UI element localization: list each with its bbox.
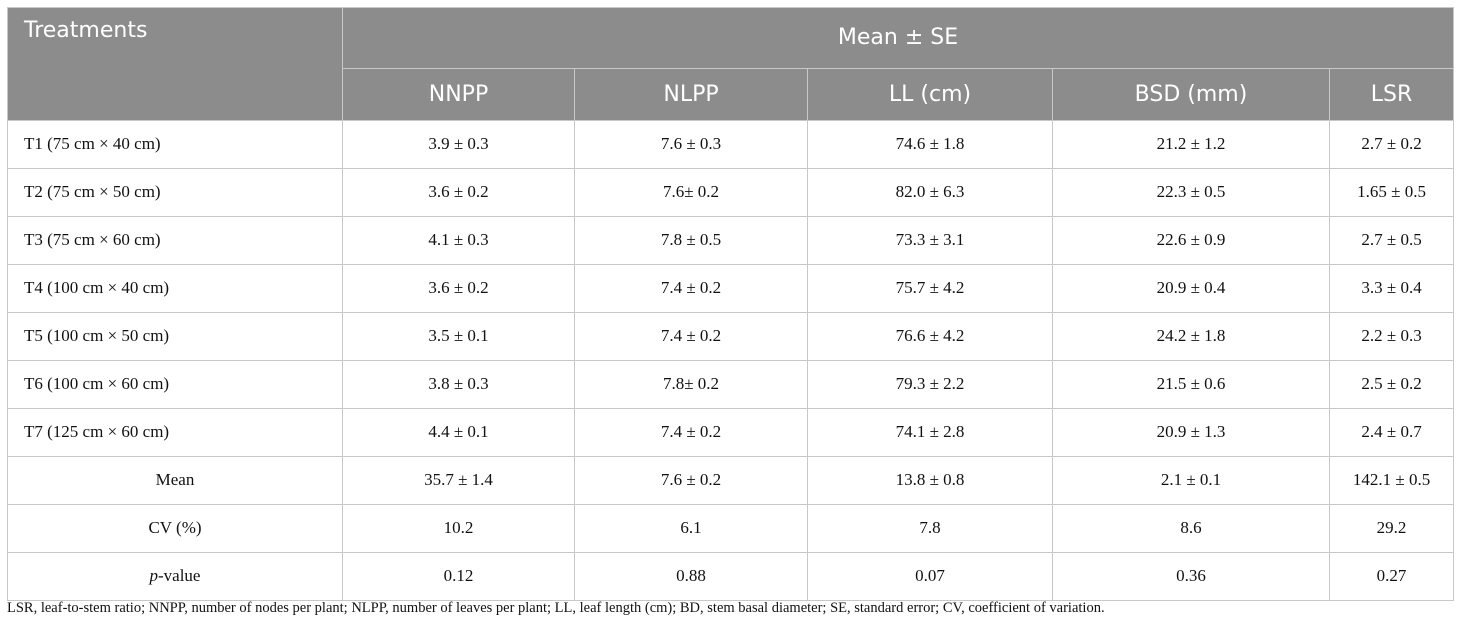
cell-value: 0.36 [1052, 551, 1330, 601]
cell-value: 4.4 ± 0.1 [342, 407, 575, 457]
header-mean-se: Mean ± SE [341, 7, 1455, 69]
cell-value: 7.8± 0.2 [574, 359, 808, 409]
row-label: T3 (75 cm × 60 cm) [7, 215, 343, 265]
table-row: T1 (75 cm × 40 cm) 3.9 ± 0.3 7.6 ± 0.3 7… [7, 119, 1455, 169]
cell-value: 3.5 ± 0.1 [342, 311, 575, 361]
cell-value: 8.6 [1052, 503, 1330, 553]
cell-value: 13.8 ± 0.8 [807, 455, 1053, 505]
header-col-bsd: BSD (mm) [1052, 67, 1330, 121]
cell-value: 73.3 ± 3.1 [807, 215, 1053, 265]
cell-value: 29.2 [1328, 503, 1455, 553]
cell-value: 2.1 ± 0.1 [1052, 455, 1330, 505]
cell-value: 7.6 ± 0.3 [574, 119, 808, 169]
results-table: Treatments Mean ± SE NNPP NLPP LL (cm) B… [7, 7, 1455, 601]
cell-value: 6.1 [574, 503, 808, 553]
table-row: T3 (75 cm × 60 cm) 4.1 ± 0.3 7.8 ± 0.5 7… [7, 215, 1455, 265]
cell-value: 35.7 ± 1.4 [342, 455, 575, 505]
table-row: T4 (100 cm × 40 cm) 3.6 ± 0.2 7.4 ± 0.2 … [7, 263, 1455, 313]
cell-value: 74.6 ± 1.8 [807, 119, 1053, 169]
cell-value: 7.4 ± 0.2 [574, 311, 808, 361]
cell-value: 3.9 ± 0.3 [342, 119, 575, 169]
cell-value: 7.4 ± 0.2 [574, 407, 808, 457]
row-label: T4 (100 cm × 40 cm) [7, 263, 343, 313]
cell-value: 7.8 ± 0.5 [574, 215, 808, 265]
cell-value: 24.2 ± 1.8 [1052, 311, 1330, 361]
cell-value: 0.07 [807, 551, 1053, 601]
cell-value: 7.4 ± 0.2 [574, 263, 808, 313]
summary-row-cv: CV (%) 10.2 6.1 7.8 8.6 29.2 [7, 503, 1455, 553]
cell-value: 7.6 ± 0.2 [574, 455, 808, 505]
table-row: T7 (125 cm × 60 cm) 4.4 ± 0.1 7.4 ± 0.2 … [7, 407, 1455, 457]
results-table-container: Treatments Mean ± SE NNPP NLPP LL (cm) B… [7, 7, 1455, 601]
cell-value: 4.1 ± 0.3 [342, 215, 575, 265]
row-label: T2 (75 cm × 50 cm) [7, 167, 343, 217]
cell-value: 0.88 [574, 551, 808, 601]
cell-value: 20.9 ± 0.4 [1052, 263, 1330, 313]
table-row: T6 (100 cm × 60 cm) 3.8 ± 0.3 7.8± 0.2 7… [7, 359, 1455, 409]
cell-value: 2.2 ± 0.3 [1328, 311, 1455, 361]
cell-value: 3.8 ± 0.3 [342, 359, 575, 409]
cell-value: 142.1 ± 0.5 [1328, 455, 1455, 505]
row-label: T1 (75 cm × 40 cm) [7, 119, 343, 169]
table-row: T5 (100 cm × 50 cm) 3.5 ± 0.1 7.4 ± 0.2 … [7, 311, 1455, 361]
cell-value: 21.5 ± 0.6 [1052, 359, 1330, 409]
table-footnote: LSR, leaf-to-stem ratio; NNPP, number of… [7, 600, 1105, 616]
cell-value: 3.6 ± 0.2 [342, 263, 575, 313]
cell-value: 10.2 [342, 503, 575, 553]
cell-value: 7.8 [807, 503, 1053, 553]
header-col-nlpp: NLPP [574, 67, 808, 121]
pvalue-label-rest: -value [158, 566, 201, 585]
cell-value: 74.1 ± 2.8 [807, 407, 1053, 457]
row-label: Mean [7, 455, 343, 505]
cell-value: 76.6 ± 4.2 [807, 311, 1053, 361]
row-label: CV (%) [7, 503, 343, 553]
cell-value: 20.9 ± 1.3 [1052, 407, 1330, 457]
cell-value: 2.7 ± 0.2 [1328, 119, 1455, 169]
row-label: T5 (100 cm × 50 cm) [7, 311, 343, 361]
cell-value: 21.2 ± 1.2 [1052, 119, 1330, 169]
cell-value: 3.3 ± 0.4 [1328, 263, 1455, 313]
header-mean-se-label: Mean ± SE [837, 25, 959, 51]
cell-value: 82.0 ± 6.3 [807, 167, 1053, 217]
header-col-lsr: LSR [1328, 67, 1455, 121]
cell-value: 2.4 ± 0.7 [1328, 407, 1455, 457]
cell-value: 3.6 ± 0.2 [342, 167, 575, 217]
summary-row-pvalue: p-value 0.12 0.88 0.07 0.36 0.27 [7, 551, 1455, 601]
cell-value: 75.7 ± 4.2 [807, 263, 1053, 313]
cell-value: 79.3 ± 2.2 [807, 359, 1053, 409]
header-blank [7, 68, 343, 121]
cell-value: 22.3 ± 0.5 [1052, 167, 1330, 217]
cell-value: 2.5 ± 0.2 [1328, 359, 1455, 409]
cell-value: 0.12 [342, 551, 575, 601]
header-col-ll: LL (cm) [807, 67, 1053, 121]
pvalue-label-italic: p [149, 566, 159, 585]
table-row: T2 (75 cm × 50 cm) 3.6 ± 0.2 7.6± 0.2 82… [7, 167, 1455, 217]
row-label: T6 (100 cm × 60 cm) [7, 359, 343, 409]
summary-row-mean: Mean 35.7 ± 1.4 7.6 ± 0.2 13.8 ± 0.8 2.1… [7, 455, 1455, 505]
cell-value: 1.65 ± 0.5 [1328, 167, 1455, 217]
cell-value: 2.7 ± 0.5 [1328, 215, 1455, 265]
cell-value: 0.27 [1328, 551, 1455, 601]
row-label-pvalue: p-value [7, 551, 343, 601]
row-label: T7 (125 cm × 60 cm) [7, 407, 343, 457]
header-col-nnpp: NNPP [342, 67, 575, 121]
header-treatments: Treatments [7, 7, 343, 68]
cell-value: 7.6± 0.2 [574, 167, 808, 217]
cell-value: 22.6 ± 0.9 [1052, 215, 1330, 265]
